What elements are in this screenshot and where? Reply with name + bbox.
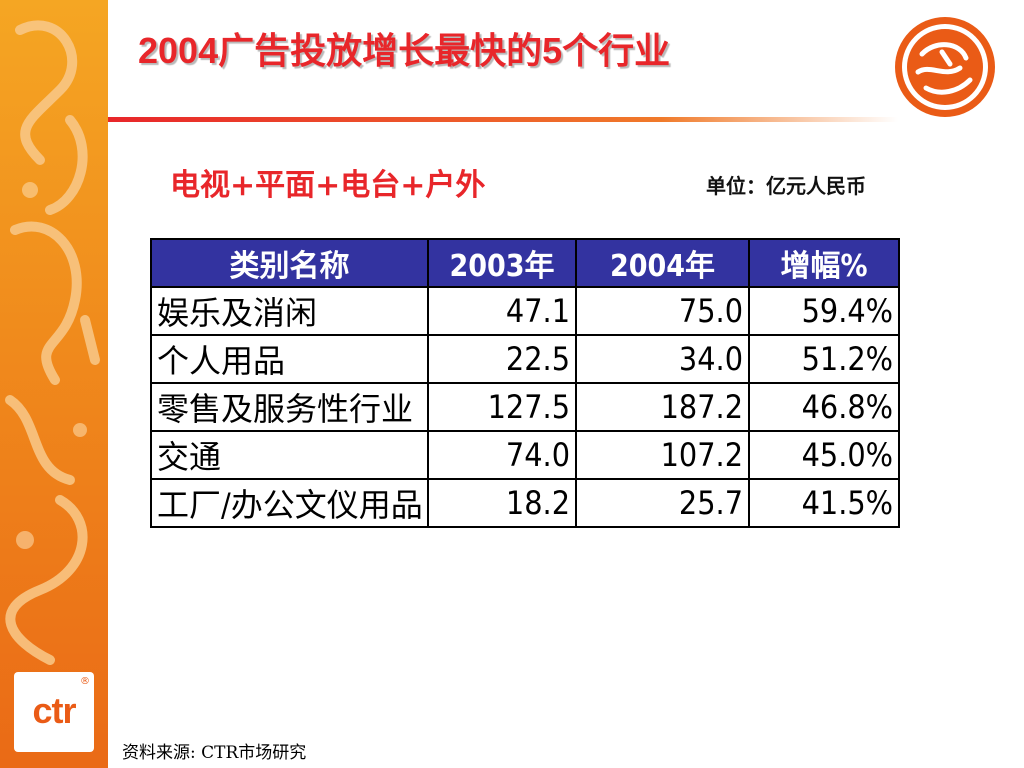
value-2003-cell: 22.5 xyxy=(427,334,577,384)
column-header-2003: 2003年 xyxy=(427,238,577,288)
side-decor-panel: ctr ® xyxy=(0,0,108,768)
value-2003-cell: 74.0 xyxy=(427,430,577,480)
registered-mark: ® xyxy=(80,676,90,687)
seal-logo-icon xyxy=(895,17,995,117)
growth-cell: 46.8% xyxy=(748,382,900,432)
table-row: 工厂/办公文仪用品 18.2 25.7 41.5% xyxy=(150,478,900,528)
column-header-2004: 2004年 xyxy=(575,238,750,288)
growth-cell: 45.0% xyxy=(748,430,900,480)
value-2003-cell: 47.1 xyxy=(427,286,577,336)
industry-growth-table: 类别名称 2003年 2004年 增幅% 娱乐及消闲 47.1 75.0 59.… xyxy=(150,238,900,528)
ctr-logo-text: ctr xyxy=(32,690,76,731)
growth-cell: 41.5% xyxy=(748,478,900,528)
table-row: 娱乐及消闲 47.1 75.0 59.4% xyxy=(150,286,900,336)
page-title: 2004广告投放增长最快的5个行业 xyxy=(138,30,671,71)
media-subtitle: 电视+平面+电台+户外 xyxy=(170,168,486,203)
value-2004-cell: 34.0 xyxy=(575,334,750,384)
value-2004-cell: 75.0 xyxy=(575,286,750,336)
brush-pattern-decoration xyxy=(5,20,100,665)
table-row: 零售及服务性行业 127.5 187.2 46.8% xyxy=(150,382,900,432)
value-2003-cell: 127.5 xyxy=(427,382,577,432)
table-row: 交通 74.0 107.2 45.0% xyxy=(150,430,900,480)
value-2004-cell: 25.7 xyxy=(575,478,750,528)
growth-cell: 59.4% xyxy=(748,286,900,336)
category-cell: 交通 xyxy=(150,430,429,480)
source-note: 资料来源: CTR市场研究 xyxy=(122,743,307,763)
ctr-logo: ctr ® xyxy=(14,672,94,752)
table-row: 个人用品 22.5 34.0 51.2% xyxy=(150,334,900,384)
category-cell: 个人用品 xyxy=(150,334,429,384)
category-cell: 零售及服务性行业 xyxy=(150,382,429,432)
unit-label: 单位：亿元人民币 xyxy=(706,174,866,198)
value-2004-cell: 187.2 xyxy=(575,382,750,432)
category-cell: 工厂/办公文仪用品 xyxy=(150,478,429,528)
category-cell: 娱乐及消闲 xyxy=(150,286,429,336)
value-2004-cell: 107.2 xyxy=(575,430,750,480)
table-header-row: 类别名称 2003年 2004年 增幅% xyxy=(150,238,900,288)
column-header-growth: 增幅% xyxy=(748,238,900,288)
header-divider xyxy=(108,117,898,122)
value-2003-cell: 18.2 xyxy=(427,478,577,528)
growth-cell: 51.2% xyxy=(748,334,900,384)
column-header-category: 类别名称 xyxy=(150,238,429,288)
